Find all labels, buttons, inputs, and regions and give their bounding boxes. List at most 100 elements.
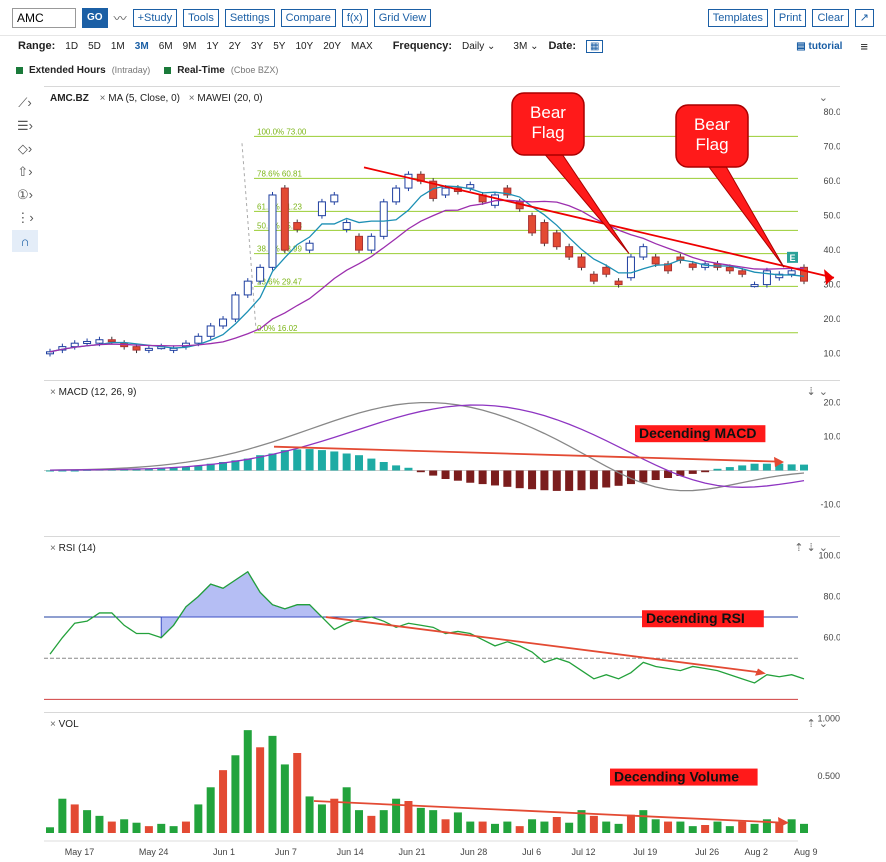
function-button[interactable]: f(x) bbox=[341, 8, 368, 27]
chevron-down-icon: ⌄ bbox=[530, 40, 539, 52]
study-button[interactable]: +Study bbox=[132, 8, 178, 27]
vol-ytick: 1.000B bbox=[817, 714, 840, 724]
bear-flag-callout-1-box bbox=[511, 92, 585, 156]
range-3y[interactable]: 3Y bbox=[250, 40, 264, 52]
volume-bar bbox=[713, 821, 722, 833]
date-label: Date: bbox=[548, 40, 576, 52]
shape-tool-icon[interactable]: ◇› bbox=[17, 141, 33, 156]
candle bbox=[70, 342, 79, 348]
range-1y[interactable]: 1Y bbox=[206, 40, 219, 52]
frequency-select[interactable]: Daily ⌄ bbox=[462, 41, 495, 52]
macd-histogram-bar bbox=[194, 465, 203, 471]
volume-bar bbox=[367, 815, 376, 833]
calendar-icon[interactable]: ▦ bbox=[586, 39, 604, 53]
print-button[interactable]: Print bbox=[773, 8, 807, 27]
x-axis-label: Jun 1 bbox=[213, 847, 235, 857]
close-icon[interactable]: × bbox=[188, 93, 195, 104]
range-9m[interactable]: 9M bbox=[182, 40, 197, 52]
price-pane[interactable]: AMC.BZ × MA (5, Close, 0) × MAWEI (20, 0… bbox=[44, 86, 876, 380]
candle bbox=[565, 246, 574, 258]
range-1m[interactable]: 1M bbox=[110, 40, 125, 52]
macd-histogram-bar bbox=[688, 470, 697, 474]
range-20y[interactable]: 20Y bbox=[323, 40, 342, 52]
candle bbox=[614, 280, 623, 286]
macd-histogram-bar bbox=[404, 467, 413, 471]
range-5d[interactable]: 5D bbox=[88, 40, 101, 52]
volume-bar bbox=[478, 821, 487, 833]
fib-tool-icon[interactable]: ☰› bbox=[17, 118, 33, 133]
candle bbox=[355, 235, 364, 251]
rsi-annotation-bg bbox=[642, 610, 764, 628]
volume-bar bbox=[639, 810, 648, 833]
candle bbox=[540, 222, 549, 244]
range-2y[interactable]: 2Y bbox=[228, 40, 241, 52]
extended-hours-label[interactable]: Extended Hours bbox=[29, 64, 106, 76]
volume-bar bbox=[651, 819, 660, 833]
range-6m[interactable]: 6M bbox=[158, 40, 173, 52]
magnet-icon[interactable]: ∩ bbox=[12, 230, 38, 252]
range-1d[interactable]: 1D bbox=[65, 40, 79, 52]
pane-controls[interactable]: ⇣ ⌄ bbox=[806, 386, 829, 398]
pane-controls[interactable]: ⇡ ⇣ ⌄ bbox=[794, 542, 828, 554]
realtime-label[interactable]: Real-Time bbox=[177, 64, 225, 76]
collapse-icon[interactable]: ⌄ bbox=[818, 92, 828, 104]
macd-histogram-bar bbox=[280, 450, 289, 471]
tools-button[interactable]: Tools bbox=[183, 8, 219, 27]
macd-histogram-bar bbox=[144, 468, 153, 471]
macd-histogram-bar bbox=[503, 470, 512, 487]
volume-pane[interactable]: × VOL ⇡ ⌄ 1.000B0.500BDecending Volume0.… bbox=[44, 712, 876, 862]
menu-icon[interactable]: ≡ bbox=[860, 38, 868, 54]
candle bbox=[268, 194, 277, 268]
arrow-tool-icon[interactable]: ⇧› bbox=[17, 164, 33, 179]
range-5y[interactable]: 5Y bbox=[273, 40, 286, 52]
fib-label: 78.6% 60.81 bbox=[257, 169, 302, 178]
grid-view-button[interactable]: Grid View bbox=[373, 8, 432, 27]
close-icon[interactable]: × bbox=[50, 387, 56, 398]
tutorial-link[interactable]: ▤ tutorial bbox=[796, 41, 842, 52]
x-axis-label: Jul 26 bbox=[695, 847, 719, 857]
range-3m[interactable]: 3M bbox=[134, 40, 149, 52]
candle bbox=[219, 318, 228, 327]
price-ytick: 50.00 bbox=[823, 211, 840, 221]
macd-histogram-bar bbox=[762, 463, 771, 471]
macd-histogram-bar bbox=[330, 451, 339, 471]
close-icon[interactable]: × bbox=[50, 719, 56, 730]
price-ytick: 20.00 bbox=[823, 314, 840, 324]
range-max[interactable]: MAX bbox=[351, 40, 373, 52]
rsi-label: RSI (14) bbox=[58, 543, 96, 554]
close-icon[interactable]: × bbox=[99, 93, 106, 104]
interval-select[interactable]: 3M ⌄ bbox=[513, 41, 538, 52]
volume-bar bbox=[194, 804, 203, 833]
volume-bar bbox=[725, 826, 734, 833]
macd-histogram-bar bbox=[317, 450, 326, 471]
vol-ytick: 0.500B bbox=[817, 771, 840, 781]
candle bbox=[256, 266, 265, 282]
templates-button[interactable]: Templates bbox=[707, 8, 768, 27]
expand-icon[interactable]: ↗ bbox=[854, 8, 874, 27]
close-icon[interactable]: × bbox=[50, 543, 56, 554]
candle bbox=[528, 215, 537, 234]
volume-bar bbox=[317, 804, 326, 833]
volume-bar bbox=[268, 735, 277, 833]
chart-style-icon[interactable]: 〰 bbox=[113, 11, 127, 26]
range-10y[interactable]: 10Y bbox=[295, 40, 314, 52]
candle bbox=[342, 222, 351, 230]
annotation-tool-icon[interactable]: ①› bbox=[17, 187, 33, 202]
macd-pane[interactable]: × MACD (12, 26, 9) ⇣ ⌄ 20.00 10.00 -10.00 D… bbox=[44, 380, 876, 535]
clear-button[interactable]: Clear bbox=[812, 8, 849, 27]
macd-trend-line bbox=[273, 445, 780, 463]
settings-button[interactable]: Settings bbox=[224, 8, 275, 27]
compare-button[interactable]: Compare bbox=[280, 8, 336, 27]
macd-histogram-bar bbox=[515, 470, 524, 489]
line-tool-icon[interactable]: ⟋› bbox=[18, 95, 32, 110]
macd-histogram-bar bbox=[589, 470, 598, 490]
candle bbox=[725, 266, 734, 272]
go-button[interactable]: GO bbox=[82, 7, 108, 28]
rsi-pane[interactable]: × RSI (14) ⇡ ⇣ ⌄ 100.00 80.00 60.00 Decendi… bbox=[44, 536, 876, 711]
measure-tool-icon[interactable]: ⋮› bbox=[16, 210, 34, 225]
symbol-input[interactable] bbox=[12, 7, 76, 28]
pane-controls[interactable]: ⇡ ⌄ bbox=[806, 718, 829, 730]
candle bbox=[800, 266, 808, 282]
candle bbox=[602, 266, 611, 275]
